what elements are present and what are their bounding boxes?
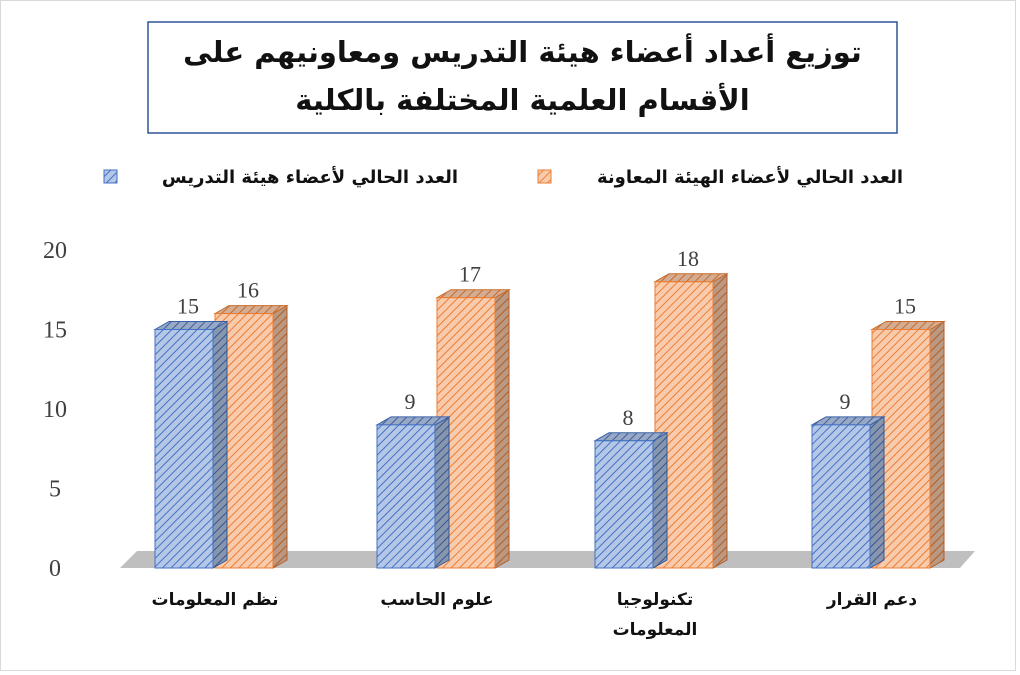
- data-label: 16: [237, 278, 259, 303]
- bar-side: [869, 416, 885, 569]
- floor: [120, 551, 975, 568]
- y-tick-label: 10: [43, 397, 67, 423]
- bar: [154, 329, 214, 569]
- legend-swatch: [537, 169, 552, 184]
- bar-side: [929, 320, 945, 569]
- title-wrap: توزيع أعداد أعضاء هيئة التدريس ومعاونيهم…: [183, 35, 862, 117]
- x-label-wrap: نظم المعلومات: [151, 590, 279, 610]
- x-label-wrap: علوم الحاسب: [380, 590, 494, 610]
- y-tick-label: 0: [49, 556, 61, 582]
- bar: [594, 440, 654, 569]
- x-tick-label: علوم الحاسب: [380, 590, 494, 610]
- legend-swatch: [103, 169, 118, 184]
- x-tick-label: نظم المعلومات: [151, 590, 279, 610]
- data-label: 15: [894, 294, 916, 319]
- bar-side: [212, 320, 228, 569]
- y-tick-label: 5: [49, 477, 61, 503]
- data-label: 17: [459, 262, 481, 287]
- bar: [376, 424, 436, 569]
- data-label: 8: [623, 405, 634, 430]
- data-label: 9: [840, 389, 851, 414]
- data-label: 15: [177, 294, 199, 319]
- legend-label: العدد الحالي لأعضاء الهيئة المعاونة: [597, 166, 903, 188]
- x-label-wrap: دعم القرار: [826, 590, 918, 610]
- legend-label: العدد الحالي لأعضاء هيئة التدريس: [162, 166, 458, 188]
- data-label: 18: [677, 246, 699, 271]
- bar-side: [434, 416, 450, 569]
- x-label-wrap: تكنولوجيا المعلومات: [612, 590, 698, 640]
- x-tick-label: تكنولوجيا المعلومات: [612, 590, 698, 640]
- y-tick-label: 20: [43, 238, 67, 264]
- bar-side: [272, 304, 288, 569]
- bar: [871, 329, 931, 569]
- bar: [811, 424, 871, 569]
- bar-side: [494, 288, 510, 569]
- title-box: [147, 21, 898, 134]
- bar-side: [712, 272, 728, 569]
- chart-title: توزيع أعداد أعضاء هيئة التدريس ومعاونيهم…: [183, 35, 862, 117]
- bar-side: [652, 431, 668, 569]
- x-tick-label: دعم القرار: [826, 590, 918, 610]
- y-tick-label: 15: [43, 318, 67, 344]
- data-label: 9: [405, 389, 416, 414]
